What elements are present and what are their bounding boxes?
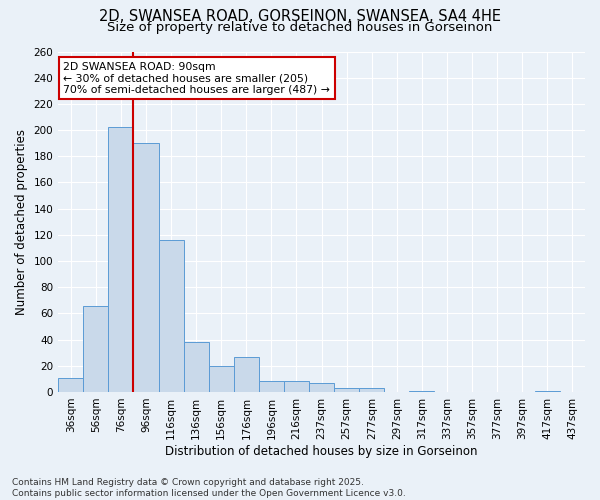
Bar [334,388,359,392]
Bar [359,388,385,392]
Bar [184,342,209,392]
Bar [83,306,109,392]
Text: Contains HM Land Registry data © Crown copyright and database right 2025.
Contai: Contains HM Land Registry data © Crown c… [12,478,406,498]
Text: 2D SWANSEA ROAD: 90sqm
← 30% of detached houses are smaller (205)
70% of semi-de: 2D SWANSEA ROAD: 90sqm ← 30% of detached… [64,62,331,95]
Text: 2D, SWANSEA ROAD, GORSEINON, SWANSEA, SA4 4HE: 2D, SWANSEA ROAD, GORSEINON, SWANSEA, SA… [99,9,501,24]
Bar [234,356,259,392]
Text: Size of property relative to detached houses in Gorseinon: Size of property relative to detached ho… [107,21,493,34]
Y-axis label: Number of detached properties: Number of detached properties [15,128,28,314]
Bar [58,378,83,392]
Bar [284,382,309,392]
Bar [133,143,158,392]
Bar [209,366,234,392]
X-axis label: Distribution of detached houses by size in Gorseinon: Distribution of detached houses by size … [166,444,478,458]
Bar [109,128,133,392]
Bar [535,390,560,392]
Bar [309,383,334,392]
Bar [158,240,184,392]
Bar [409,390,434,392]
Bar [259,382,284,392]
